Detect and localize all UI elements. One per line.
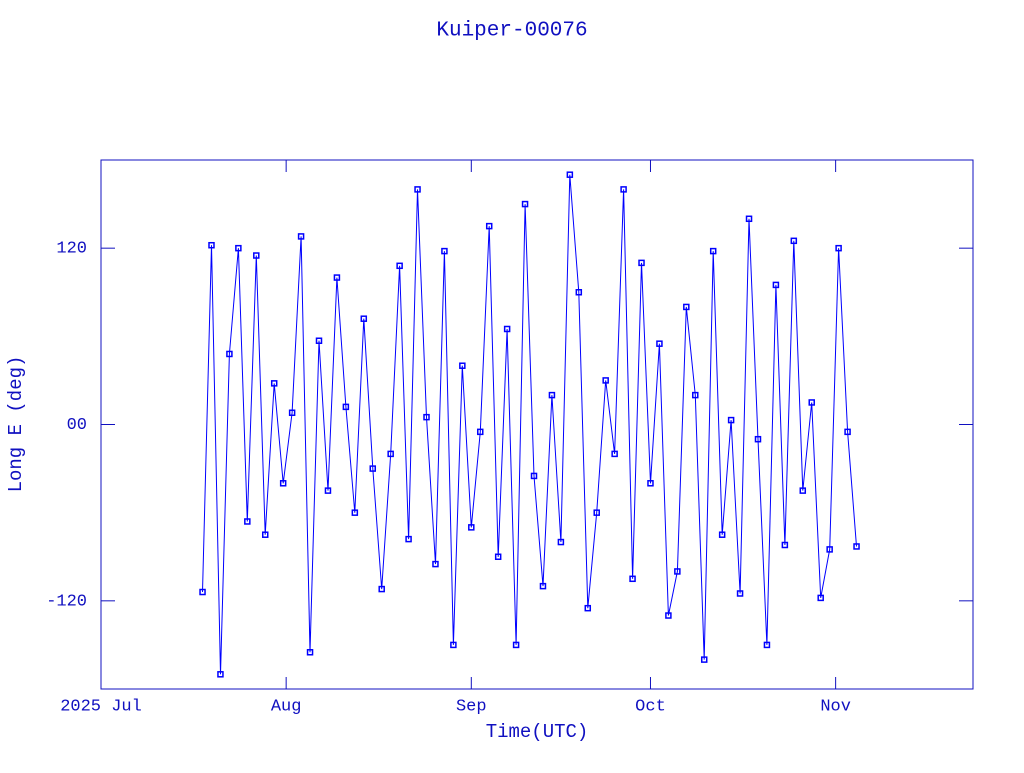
data-point <box>485 222 493 230</box>
data-line <box>202 174 857 675</box>
data-point <box>736 590 744 597</box>
data-point <box>423 413 430 421</box>
data-point <box>468 524 475 531</box>
data-point <box>306 649 314 656</box>
data-point <box>799 487 807 494</box>
data-point <box>414 186 421 193</box>
data-point <box>279 480 287 487</box>
data-point <box>548 391 556 399</box>
data-point <box>620 186 627 193</box>
data-point <box>244 518 251 525</box>
data-point <box>432 560 439 568</box>
data-point <box>683 303 690 311</box>
y-tick-label: -120 <box>46 592 87 611</box>
y-tick-label: 00 <box>67 416 87 435</box>
data-point <box>512 641 520 649</box>
data-point <box>790 237 798 245</box>
data-point <box>745 215 753 223</box>
data-point <box>324 487 332 494</box>
data-point <box>360 315 368 322</box>
data-point <box>459 362 466 369</box>
y-tick-label: 120 <box>56 240 87 259</box>
data-point <box>817 594 824 602</box>
x-axis-label: Time(UTC) <box>486 721 589 743</box>
data-point <box>754 435 762 443</box>
data-point <box>844 428 851 436</box>
data-point <box>575 289 583 296</box>
data-point <box>333 274 341 281</box>
data-point <box>593 509 600 516</box>
data-point <box>709 247 717 255</box>
data-point <box>772 281 780 289</box>
data-point <box>835 244 842 252</box>
data-point <box>808 399 815 406</box>
data-point <box>700 656 708 663</box>
data-point <box>261 531 269 538</box>
data-point <box>727 416 735 424</box>
data-point <box>288 409 296 416</box>
x-tick-label: Aug <box>271 697 302 716</box>
data-point <box>826 546 833 553</box>
data-point <box>199 588 206 596</box>
x-tick-label: Oct <box>635 697 666 716</box>
data-point <box>611 450 618 458</box>
data-point <box>342 403 350 411</box>
data-point <box>781 541 789 549</box>
data-point <box>692 391 699 399</box>
data-point <box>208 241 215 249</box>
data-point <box>853 543 860 550</box>
data-point <box>378 585 385 593</box>
data-point <box>441 247 448 255</box>
data-point <box>450 641 457 649</box>
data-point <box>557 538 565 546</box>
data-point <box>718 531 726 538</box>
data-point <box>387 450 394 458</box>
data-point <box>665 612 672 619</box>
data-point <box>477 428 484 436</box>
data-point <box>602 377 609 384</box>
data-point <box>297 233 305 240</box>
y-axis-label: Long E (deg) <box>5 356 27 493</box>
data-point <box>217 671 224 678</box>
x-tick-label: 2025 Jul <box>60 697 142 716</box>
x-tick-label: Nov <box>820 697 851 716</box>
data-point <box>656 340 663 347</box>
data-point <box>405 535 412 543</box>
data-point <box>647 480 654 487</box>
data-point <box>530 472 538 480</box>
chart-title: Kuiper-00076 <box>436 20 587 43</box>
data-point <box>253 252 260 259</box>
data-point <box>503 325 511 333</box>
data-point <box>763 641 771 649</box>
data-point <box>638 259 645 267</box>
data-point <box>539 582 547 590</box>
data-point <box>235 244 242 252</box>
plot-frame <box>100 159 974 690</box>
data-point <box>226 350 233 358</box>
data-point <box>521 200 529 208</box>
x-tick-label: Sep <box>456 697 487 716</box>
data-point <box>629 575 636 583</box>
data-point <box>396 262 403 270</box>
data-point <box>270 380 278 387</box>
data-point <box>584 604 592 612</box>
data-point <box>351 509 359 516</box>
data-point <box>494 553 502 560</box>
data-point <box>674 568 681 575</box>
data-point <box>369 465 377 472</box>
data-point <box>566 171 574 178</box>
data-point <box>315 337 323 344</box>
